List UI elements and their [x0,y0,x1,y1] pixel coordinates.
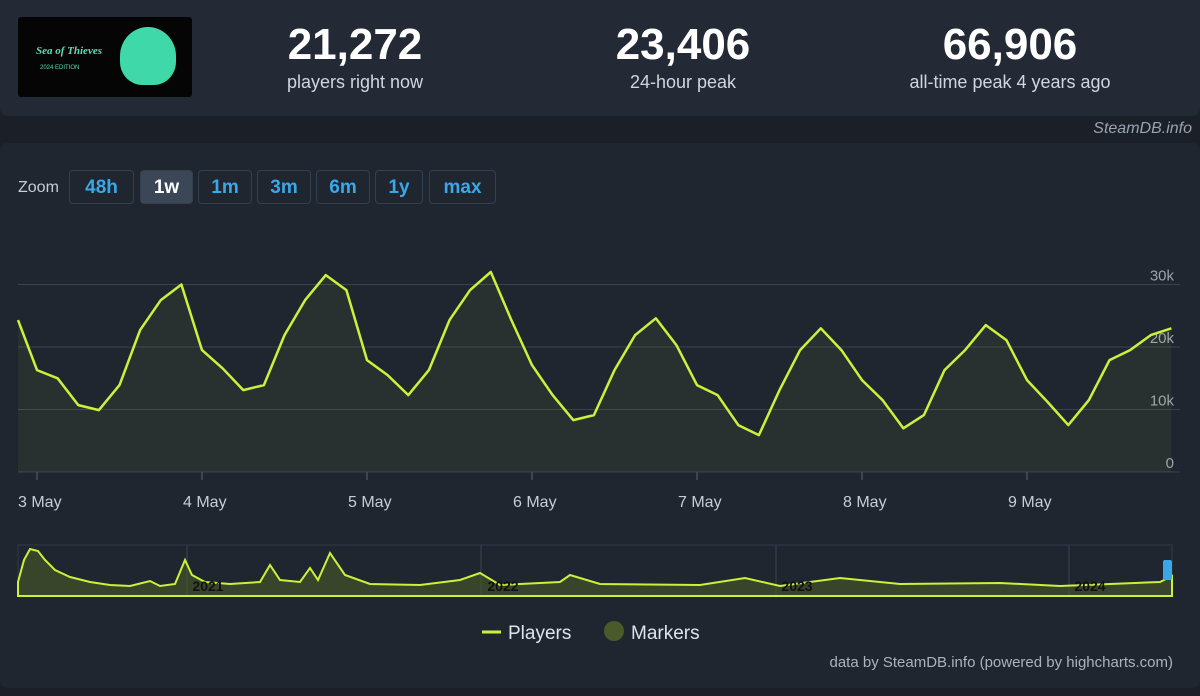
stat-value: 23,406 [615,20,751,69]
navigator-handle[interactable] [1163,560,1172,580]
stat: 23,406 24-hour peak [533,20,833,93]
zoom-button[interactable]: 48h [69,170,134,204]
zoom-button[interactable]: 1m [198,170,252,204]
stat-label: players right now [286,72,424,92]
credit: data by SteamDB.info (powered by highcha… [830,654,1174,671]
navigator-year: 2023 [781,578,812,594]
stat: 66,906 all-time peak 4 years ago [860,20,1160,93]
stat-label: 24-hour peak [629,72,737,92]
legend-label[interactable]: Players [508,623,571,644]
legend-label[interactable]: Markers [631,623,700,644]
series-line [16,270,1172,437]
header-panel: Sea of Thieves 2024 EDITION 21,272 player… [0,0,1200,116]
y-tick-label: 0 [1166,455,1174,472]
navigator [17,544,1173,597]
zoom-button[interactable]: 3m [257,170,311,204]
navigator-line [17,547,1173,597]
zoom-button[interactable]: 1w [140,170,193,204]
y-tick-label: 10k [1150,393,1175,410]
legend-marker [604,621,624,641]
skull-icon [120,27,176,85]
source-link[interactable]: SteamDB.info [1093,120,1192,137]
zoom-button[interactable]: 6m [316,170,370,204]
x-tick-label: 9 May [1008,494,1052,511]
chart-panel [0,143,1200,688]
zoom-button[interactable]: 1y [375,170,423,204]
logo-subtitle: 2024 EDITION [40,65,80,71]
area-fill [18,272,1172,472]
legend: Players Markers [482,621,700,644]
navigator-year: 2022 [487,578,518,594]
stat: 21,272 players right now [205,20,505,93]
zoom-button[interactable]: max [429,170,496,204]
game-logo: Sea of Thieves 2024 EDITION [18,17,192,97]
stat-value: 66,906 [942,20,1078,69]
x-tick-label: 4 May [183,494,227,511]
logo-title: Sea of Thieves [36,45,102,57]
y-tick-label: 30k [1150,268,1175,285]
x-tick-label: 6 May [513,494,557,511]
navigator-year: 2024 [1074,578,1105,594]
stat-label: all-time peak 4 years ago [909,72,1111,92]
navigator-year: 2021 [192,578,223,594]
x-tick-label: 3 May [18,494,62,511]
x-tick-label: 5 May [348,494,392,511]
x-tick-label: 8 May [843,494,887,511]
stat-value: 21,272 [287,20,423,69]
x-tick-label: 7 May [678,494,722,511]
zoom-label: Zoom [18,179,59,196]
